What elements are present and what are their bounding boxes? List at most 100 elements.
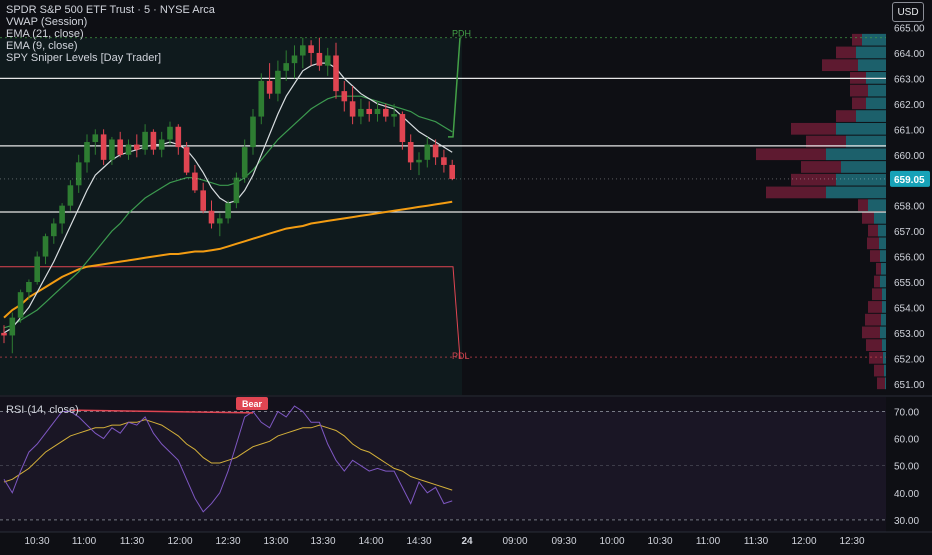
- volume-profile-down-bar: [876, 262, 881, 275]
- candle-body: [366, 108, 372, 115]
- bear-divergence-line: [70, 409, 254, 414]
- volume-profile-up-bar: [841, 161, 886, 173]
- candle-body: [283, 63, 289, 71]
- candle-body: [100, 134, 107, 160]
- volume-profile-up-bar: [856, 46, 886, 59]
- pdl-projection-line: [0, 266, 461, 359]
- candle-body: [84, 142, 90, 163]
- volume-profile-up-bar: [882, 288, 886, 301]
- candle-body: [300, 45, 306, 56]
- bear-label: Bear: [242, 399, 263, 409]
- candle-body: [42, 236, 49, 257]
- volume-profile-up-bar: [862, 33, 886, 46]
- price-tick-label: 655.00: [894, 278, 925, 289]
- candle-body: [208, 210, 215, 224]
- volume-profile-down-bar: [756, 148, 826, 161]
- candle-body: [233, 177, 240, 204]
- price-tick-label: 654.00: [894, 303, 925, 314]
- rsi-ma-line: [3, 419, 453, 491]
- candle-body: [75, 162, 82, 186]
- symbol-title[interactable]: SPDR S&P 500 ETF Trust · 5 · NYSE Arca: [6, 4, 215, 16]
- rsi-tick-label: 70.00: [894, 408, 919, 419]
- candle-body: [241, 147, 248, 178]
- volume-profile-up-bar: [856, 110, 886, 122]
- candle-body: [358, 108, 364, 117]
- volume-profile-up-bar: [866, 97, 886, 110]
- volume-profile-down-bar: [858, 199, 868, 212]
- volume-profile-down-bar: [877, 377, 885, 390]
- chart-legend: SPDR S&P 500 ETF Trust · 5 · NYSE Arca V…: [6, 4, 215, 64]
- time-tick-label: 11:30: [120, 536, 145, 547]
- candle-body: [266, 80, 273, 94]
- pdh-label: PDH: [452, 29, 471, 39]
- volume-profile-up-bar: [836, 173, 886, 186]
- volume-profile-down-bar: [822, 59, 858, 72]
- candle-body: [175, 126, 182, 148]
- volume-profile-up-bar: [878, 224, 886, 237]
- volume-profile-down-bar: [836, 46, 856, 59]
- volume-profile-down-bar: [852, 97, 866, 110]
- volume-profile-up-bar: [858, 59, 886, 72]
- candle-body: [416, 159, 422, 163]
- time-tick-label: 14:00: [358, 536, 383, 547]
- price-tick-label: 651.00: [894, 380, 925, 391]
- candle-body: [333, 55, 339, 92]
- volume-profile-down-bar: [852, 33, 862, 46]
- candle-body: [59, 205, 65, 224]
- volume-profile-up-bar: [884, 364, 886, 377]
- time-tick-label: 14:30: [406, 536, 431, 547]
- price-tick-label: 663.00: [894, 74, 925, 85]
- candle-body: [1, 332, 7, 336]
- indicator-sniper-levels[interactable]: SPY Sniper Levels [Day Trader]: [6, 52, 162, 64]
- volume-profile-down-bar: [791, 173, 836, 186]
- indicator-vwap[interactable]: VWAP (Session): [6, 16, 88, 28]
- volume-profile-up-bar: [880, 326, 886, 339]
- candle-body: [134, 144, 140, 150]
- candle-body: [275, 70, 281, 94]
- indicator-ema9[interactable]: EMA (9, close): [6, 40, 78, 52]
- rsi-label[interactable]: RSI (14, close): [6, 404, 79, 416]
- volume-profile-up-bar: [880, 275, 886, 288]
- price-tick-label: 658.00: [894, 202, 925, 213]
- volume-profile-up-bar: [868, 84, 886, 97]
- time-tick-label: 24: [461, 536, 473, 547]
- price-tick-label: 656.00: [894, 253, 925, 264]
- time-tick-label: 09:00: [502, 536, 527, 547]
- last-price-badge: [890, 170, 930, 187]
- volume-profile-down-bar: [862, 326, 880, 339]
- candle-body: [67, 185, 74, 206]
- volume-profile-down-bar: [868, 224, 878, 237]
- candle-body: [399, 114, 406, 143]
- volume-profile-up-bar: [874, 212, 886, 224]
- candle-body: [225, 203, 231, 219]
- last-price-label: 659.05: [894, 175, 925, 186]
- time-tick-label: 13:00: [263, 536, 288, 547]
- candle-body: [150, 131, 157, 150]
- time-tick-label: 13:30: [310, 536, 335, 547]
- candle-body: [167, 126, 173, 140]
- candle-body: [109, 139, 115, 160]
- volume-profile-up-bar: [879, 237, 886, 250]
- time-tick-label: 12:30: [839, 536, 864, 547]
- rsi-tick-label: 40.00: [894, 489, 919, 500]
- candle-body: [26, 282, 32, 293]
- volume-profile-down-bar: [869, 351, 883, 364]
- time-tick-label: 10:30: [24, 536, 49, 547]
- time-tick-label: 12:00: [791, 536, 816, 547]
- price-tick-label: 664.00: [894, 49, 925, 60]
- candle-body: [200, 190, 206, 211]
- pdh-projection-line: [448, 37, 461, 138]
- currency-button[interactable]: USD: [892, 2, 924, 22]
- volume-profile-up-bar: [882, 301, 886, 313]
- price-tick-label: 662.00: [894, 100, 925, 111]
- indicator-ema21[interactable]: EMA (21, close): [6, 28, 84, 40]
- volume-profile-up-bar: [880, 250, 886, 262]
- volume-profile-up-bar: [881, 313, 886, 326]
- price-tick-label: 657.00: [894, 227, 925, 238]
- time-tick-label: 11:00: [696, 536, 721, 547]
- candle-body: [316, 52, 323, 66]
- volume-profile-down-bar: [801, 161, 841, 173]
- volume-profile-down-bar: [865, 313, 881, 326]
